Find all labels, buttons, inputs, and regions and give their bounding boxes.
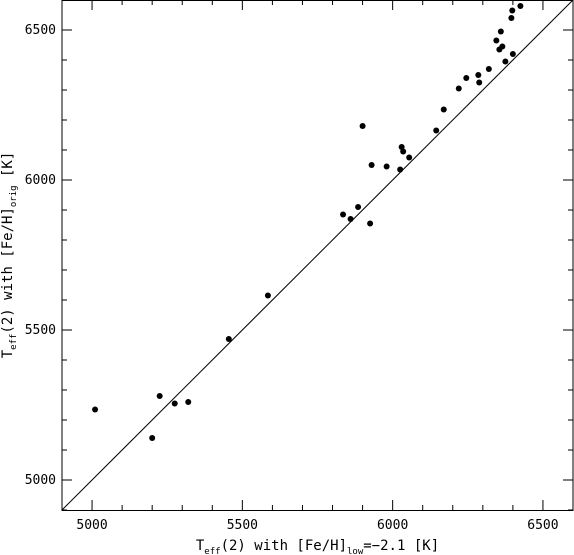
- data-point: [340, 211, 347, 218]
- data-point: [383, 163, 390, 170]
- y-tick-label: 6500: [25, 23, 56, 38]
- x-tick-label: 6000: [377, 518, 408, 533]
- data-point: [440, 106, 447, 113]
- data-point: [406, 154, 413, 161]
- y-tick-label: 6000: [25, 173, 56, 188]
- data-point: [509, 7, 516, 14]
- y-axis-label: Teff(2) with [Fe/H]orig [K]: [0, 152, 19, 359]
- data-point: [359, 123, 366, 129]
- data-point: [225, 336, 232, 342]
- data-point: [455, 85, 462, 92]
- data-point: [149, 435, 156, 441]
- data-point: [463, 75, 470, 81]
- data-point: [476, 79, 483, 86]
- data-point: [475, 72, 482, 78]
- data-point: [493, 37, 500, 44]
- y-tick-label: 5000: [25, 473, 56, 488]
- data-point: [485, 66, 492, 72]
- x-axis-label: Teff(2) with [Fe/H]low=−2.1 [K]: [196, 538, 439, 555]
- data-point: [185, 399, 192, 405]
- x-tick-label: 6500: [527, 518, 558, 533]
- data-point: [433, 127, 440, 134]
- data-point: [367, 220, 374, 227]
- data-point: [264, 292, 271, 299]
- data-point: [400, 148, 407, 155]
- data-point: [499, 43, 506, 50]
- axis-ticks: 5000 5500 6000 6500 5000 5500 6000 6500: [25, 0, 574, 533]
- y-tick-label: 5500: [25, 323, 56, 338]
- x-tick-label: 5000: [76, 518, 107, 533]
- axis-labels: Teff(2) with [Fe/H]low=−2.1 [K] Teff(2) w…: [0, 152, 439, 555]
- data-point: [398, 144, 405, 150]
- data-point: [347, 216, 354, 222]
- data-point: [92, 406, 99, 413]
- data-point: [509, 51, 516, 57]
- data-point: [502, 58, 509, 65]
- data-point: [517, 3, 524, 9]
- data-point: [497, 28, 504, 35]
- data-point: [368, 162, 375, 168]
- data-points: [92, 3, 524, 441]
- x-tick-label: 5500: [227, 518, 258, 533]
- data-point: [171, 400, 178, 407]
- plot-area: [61, 0, 574, 511]
- data-point: [156, 393, 163, 399]
- identity-line: [61, 0, 574, 511]
- plot-frame: [61, 0, 574, 511]
- data-point: [508, 15, 515, 21]
- data-point: [355, 204, 362, 210]
- data-point: [397, 166, 404, 173]
